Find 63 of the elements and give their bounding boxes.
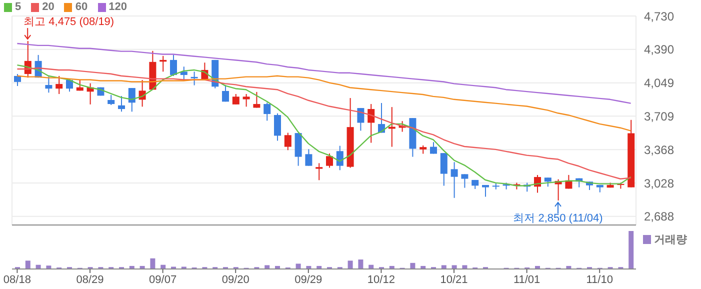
candlestick: [430, 142, 437, 154]
y-tick-label: 3,368: [644, 142, 674, 157]
candlestick: [357, 108, 364, 132]
candlestick: [544, 177, 552, 188]
x-tick-label: 08/29: [76, 274, 104, 286]
bar: [628, 231, 634, 269]
candlestick: [66, 78, 73, 92]
x-tick-label: 10/12: [367, 274, 395, 286]
bar: [441, 265, 446, 269]
candlestick: [450, 162, 458, 198]
x-tick-label: 09/07: [149, 274, 177, 286]
candlestick: [45, 76, 52, 94]
x-tick-label: 10/21: [440, 274, 468, 286]
bar: [348, 260, 353, 269]
candlestick: [284, 132, 292, 151]
candlestick: [294, 132, 302, 166]
y-tick-label: 4,049: [644, 76, 674, 90]
legend-label: 5: [15, 1, 22, 13]
bar: [150, 258, 156, 269]
candlestick: [108, 94, 115, 106]
candlestick: [461, 174, 468, 188]
legend-label: 120: [108, 1, 127, 13]
x-tick-label: 08/18: [3, 274, 31, 286]
candlestick: [170, 54, 177, 76]
x-tick-label: 09/29: [294, 274, 322, 286]
bar: [452, 265, 457, 269]
y-tick-label: 3,028: [644, 176, 674, 190]
bar: [462, 265, 468, 269]
candlestick: [14, 73, 21, 86]
candlestick: [128, 88, 136, 112]
candlestick: [190, 71, 198, 86]
y-tick-label: 2,688: [644, 210, 674, 224]
y-tick-label: 3,709: [644, 109, 674, 124]
legend-label: 거래량: [654, 233, 687, 247]
bar: [410, 262, 416, 269]
candlestick: [56, 75, 63, 95]
y-tick-label: 4,390: [644, 42, 674, 57]
bar: [264, 265, 270, 269]
candlestick: [264, 102, 271, 122]
legend-label: 20: [42, 1, 54, 13]
annotation: 최고 4,475 (08/19): [24, 16, 114, 28]
candlestick: [118, 95, 125, 112]
x-tick-label: 11/10: [586, 274, 613, 286]
candlestick: [305, 148, 312, 166]
legend-label: 60: [75, 1, 88, 13]
candlestick: [232, 94, 240, 105]
bar: [296, 264, 301, 269]
candlestick: [368, 104, 375, 144]
bar: [25, 260, 30, 269]
candlestick: [440, 152, 448, 186]
candlestick: [336, 145, 344, 171]
candlestick: [326, 152, 333, 168]
bar: [358, 260, 364, 269]
x-tick-label: 09/20: [222, 274, 250, 286]
candlestick: [316, 162, 323, 181]
candlestick: [274, 112, 281, 142]
candlestick: [242, 94, 250, 108]
x-tick-label: 11/01: [513, 274, 540, 286]
annotation: 최저 2,850 (11/04): [513, 212, 603, 224]
candlestick: [253, 91, 260, 108]
line-series: [16, 42, 632, 104]
y-tick-label: 4,730: [644, 9, 674, 24]
candlestick: [180, 66, 188, 82]
